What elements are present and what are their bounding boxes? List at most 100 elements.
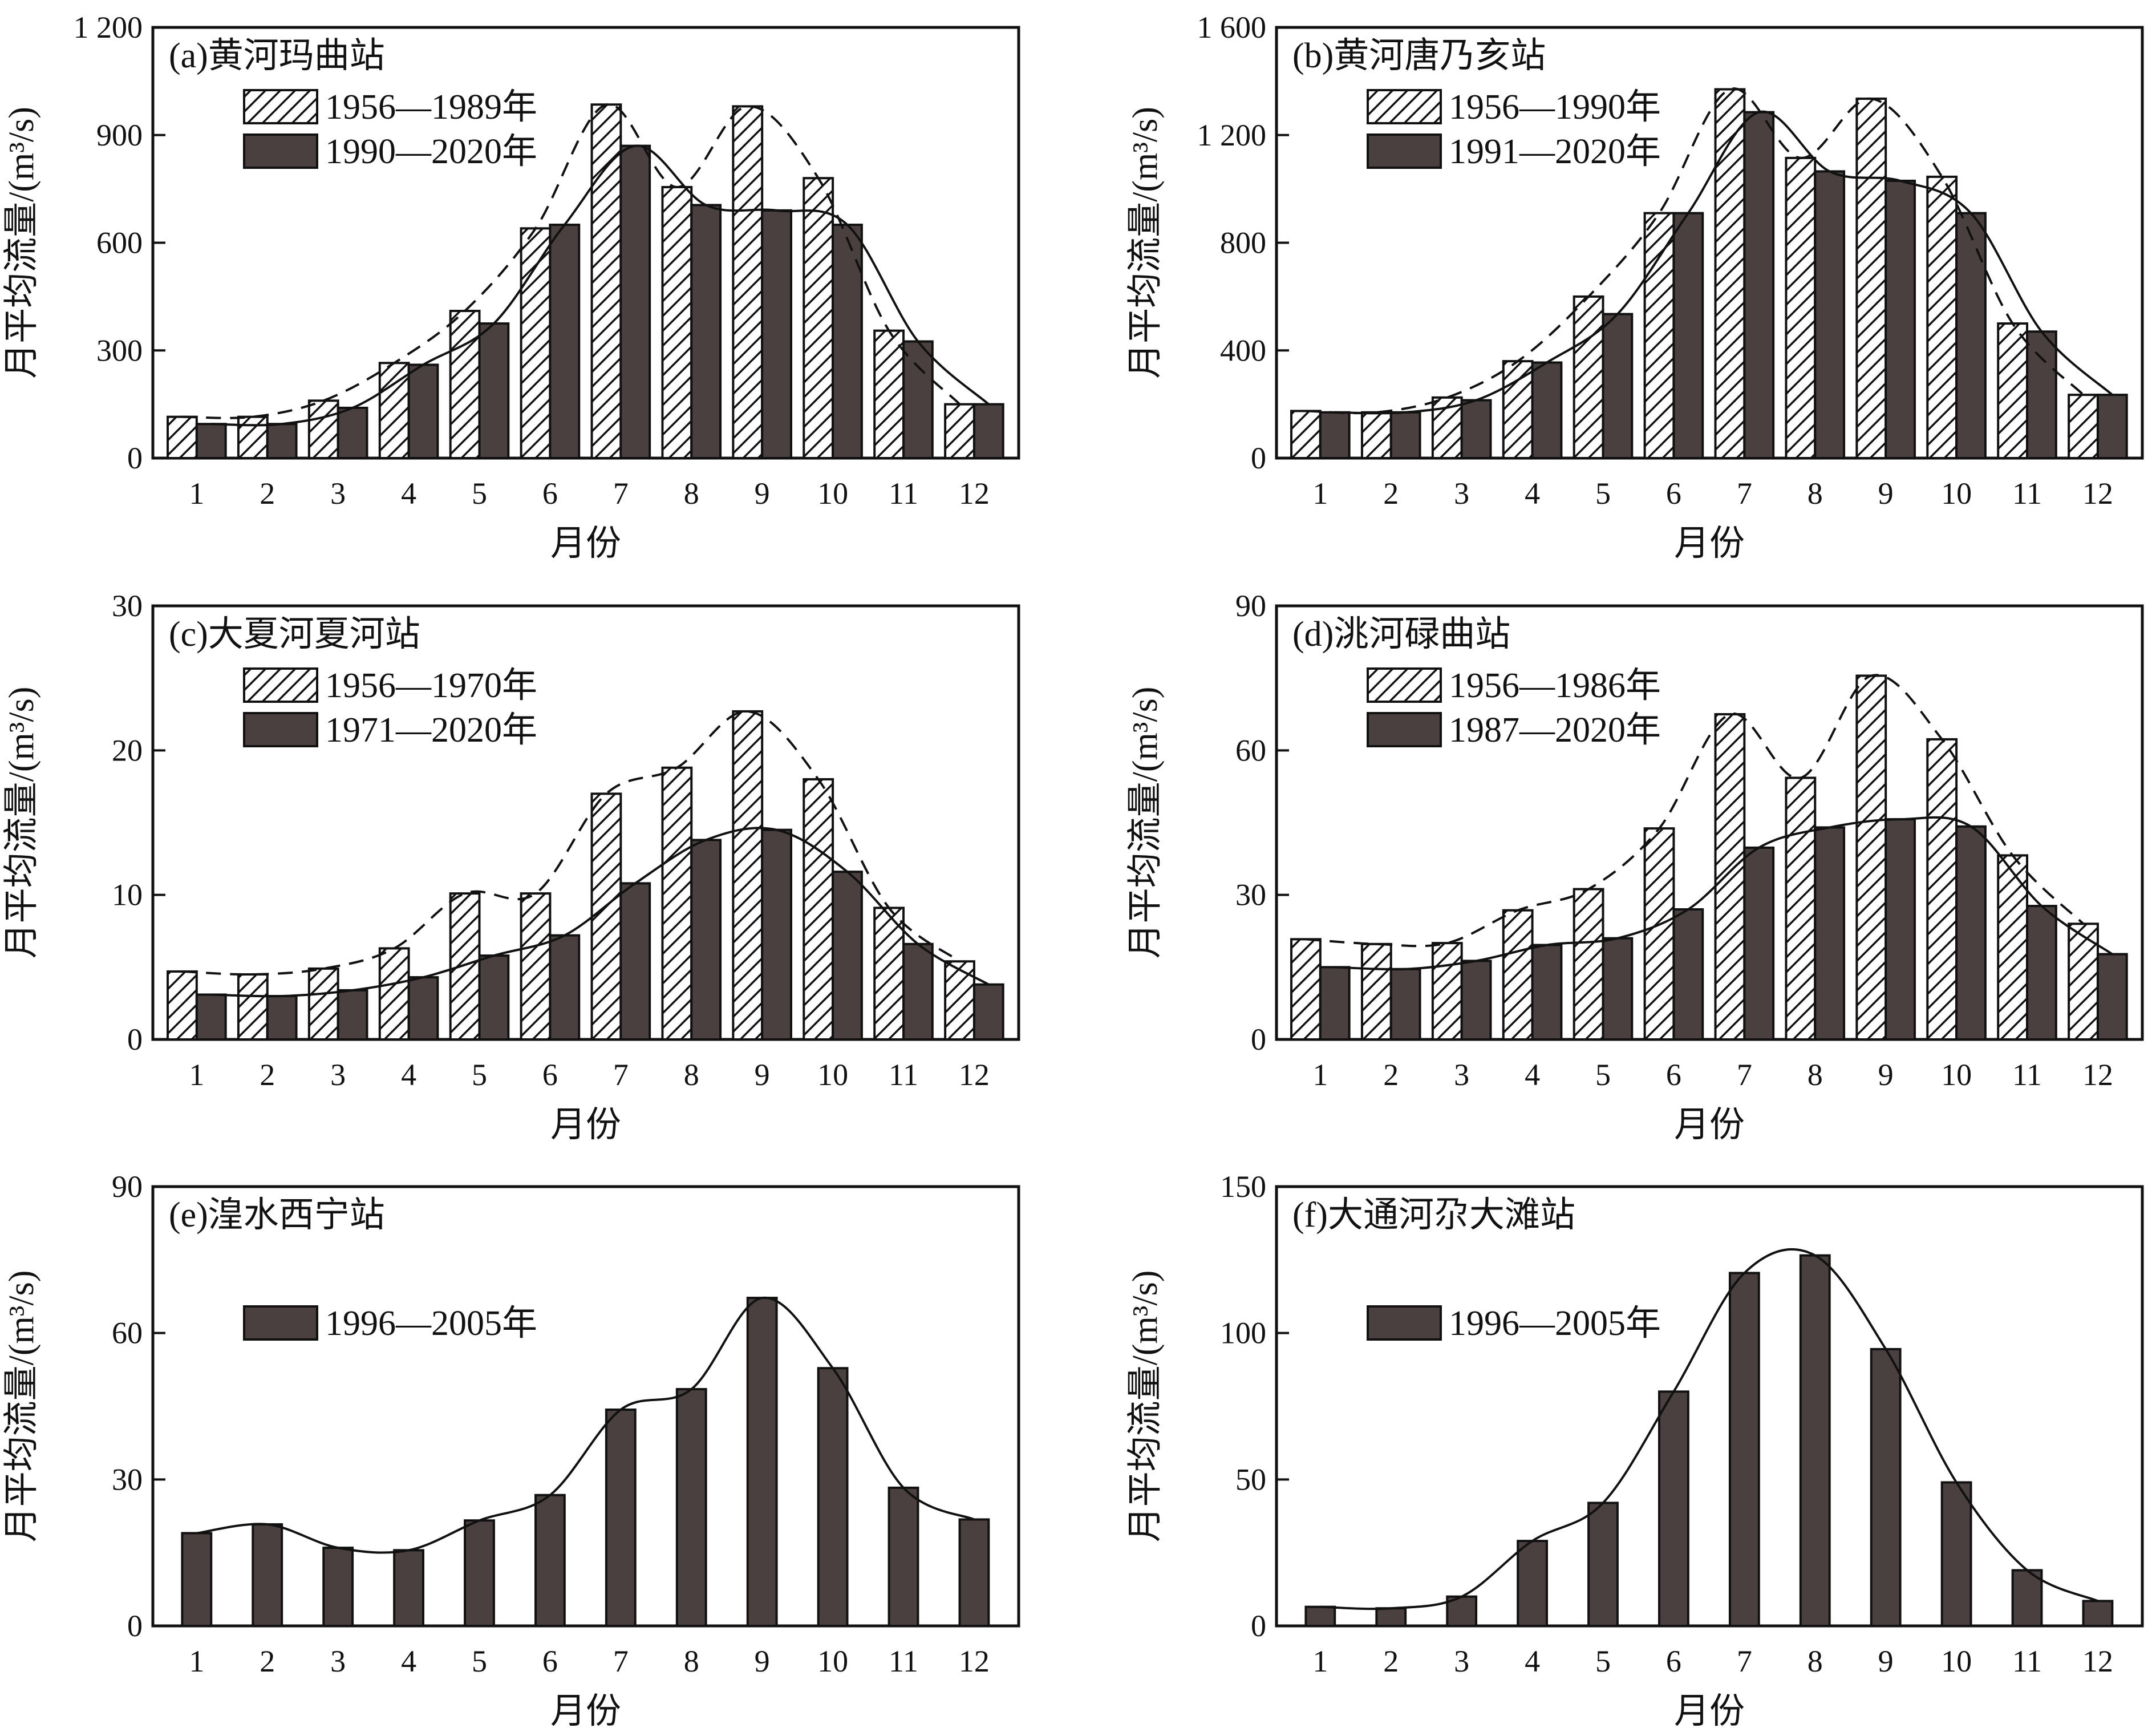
bar-period-month-10 [1940, 1481, 1972, 1627]
x-tick-label: 7 [613, 476, 629, 511]
bar-period2-month-7 [619, 882, 651, 1041]
x-tick-label: 9 [1878, 1644, 1894, 1678]
bar-period2-month-4 [1531, 361, 1563, 459]
bar-period2-month-11 [2026, 905, 2057, 1041]
legend-label: 1996—2005年 [1449, 1304, 1661, 1343]
x-tick-label: 11 [2012, 476, 2042, 511]
bar-period2-month-12 [972, 983, 1004, 1041]
legend-label: 1956—1989年 [325, 88, 537, 127]
y-tick-label: 600 [96, 226, 143, 260]
legend-label: 1987—2020年 [1449, 711, 1661, 750]
bar-period2-month-9 [761, 209, 792, 459]
legend-swatch [243, 1305, 318, 1341]
bar-period1-month-10 [1926, 738, 1958, 1041]
bar-period1-month-6 [520, 227, 552, 459]
x-tick-label: 3 [1454, 476, 1469, 511]
bar-period2-month-5 [478, 322, 510, 459]
x-tick-label: 2 [260, 1058, 275, 1092]
x-tick-label: 3 [330, 1644, 346, 1678]
bar-period1-month-12 [944, 960, 975, 1041]
bar-period1-month-5 [1573, 295, 1604, 459]
x-tick-label: 2 [1383, 476, 1399, 511]
trend-line-solid [1320, 1248, 2098, 1610]
legend-label: 1956—1970年 [325, 666, 537, 705]
bar-period1-month-5 [449, 892, 481, 1041]
y-tick-label: 90 [1235, 589, 1266, 623]
legend-swatch [1367, 89, 1442, 124]
bar-period1-month-1 [167, 970, 198, 1041]
bar-period1-month-11 [873, 329, 905, 459]
bar-period-month-1 [181, 1532, 213, 1627]
x-axis-title: 月份 [550, 1106, 621, 1144]
bar-period-month-6 [1658, 1390, 1689, 1627]
bar-period2-month-8 [690, 204, 722, 459]
legend-label: 1971—2020年 [325, 711, 537, 750]
y-tick-label: 0 [127, 1609, 143, 1643]
trend-line-dashed [182, 710, 961, 976]
x-tick-label: 6 [1666, 1058, 1681, 1092]
y-tick-label: 400 [1220, 333, 1266, 367]
bar-period2-month-1 [1319, 966, 1351, 1041]
x-tick-label: 4 [1525, 476, 1540, 511]
x-tick-label: 1 [1312, 1058, 1328, 1092]
x-tick-label: 9 [755, 1644, 770, 1678]
x-tick-label: 3 [1454, 1644, 1469, 1678]
bar-period2-month-2 [266, 423, 298, 460]
y-tick-label: 1 600 [1197, 10, 1267, 44]
bar-period1-month-7 [1714, 713, 1746, 1041]
x-tick-label: 1 [189, 1644, 204, 1678]
bar-period2-month-2 [1389, 968, 1421, 1041]
x-tick-label: 12 [959, 1058, 990, 1092]
bar-period2-month-6 [549, 224, 581, 459]
x-tick-label: 5 [472, 476, 487, 511]
bar-period1-month-5 [449, 310, 481, 460]
x-tick-label: 6 [1666, 1644, 1681, 1678]
y-tick-label: 30 [112, 589, 143, 623]
y-axis-title: 月平均流量/(m³/s) [1126, 107, 1165, 379]
bar-period2-month-6 [1672, 212, 1704, 459]
x-tick-label: 8 [1808, 476, 1823, 511]
x-tick-label: 2 [260, 1644, 275, 1678]
bar-period1-month-10 [1926, 175, 1958, 459]
bar-period2-month-5 [478, 954, 510, 1041]
bar-period2-month-8 [1814, 170, 1846, 459]
y-tick-label: 1 200 [74, 10, 143, 44]
legend-swatch [243, 89, 318, 124]
x-tick-label: 5 [1595, 1644, 1611, 1678]
x-axis-title: 月份 [550, 524, 621, 563]
bar-period1-month-9 [732, 710, 764, 1041]
x-tick-label: 12 [2082, 1644, 2113, 1678]
plot-frame [151, 604, 1020, 1041]
y-tick-label: 300 [96, 333, 143, 367]
trend-line-solid [1335, 816, 2113, 971]
x-tick-label: 8 [684, 476, 699, 511]
bar-period1-month-2 [1360, 411, 1392, 459]
x-tick-label: 3 [1454, 1058, 1469, 1092]
y-tick-label: 1 200 [1197, 118, 1267, 152]
bar-period1-month-4 [1502, 360, 1534, 459]
bar-period-month-11 [887, 1486, 919, 1627]
x-tick-label: 5 [472, 1058, 487, 1092]
bar-period2-month-12 [2096, 394, 2128, 459]
bar-period2-month-3 [337, 406, 368, 460]
bar-period2-month-7 [1743, 846, 1775, 1041]
x-tick-label: 4 [401, 1058, 416, 1092]
y-axis-title: 月平均流量/(m³/s) [2, 1270, 41, 1543]
bar-period1-month-8 [661, 766, 693, 1041]
bar-period1-month-10 [803, 177, 834, 459]
bar-period-month-2 [252, 1523, 283, 1627]
bar-period2-month-10 [1955, 825, 1987, 1041]
panel-title: (a)黄河玛曲站 [169, 37, 385, 75]
x-tick-label: 1 [189, 1058, 204, 1092]
y-tick-label: 90 [112, 1169, 143, 1204]
bar-period2-month-1 [195, 423, 227, 460]
bar-period-month-10 [817, 1367, 849, 1627]
x-tick-label: 3 [330, 1058, 346, 1092]
bar-period2-month-5 [1602, 937, 1634, 1041]
bar-period1-month-2 [237, 973, 269, 1041]
y-tick-label: 30 [1235, 878, 1266, 912]
legend-label: 1996—2005年 [325, 1304, 537, 1343]
trend-line-solid [1335, 110, 2113, 415]
